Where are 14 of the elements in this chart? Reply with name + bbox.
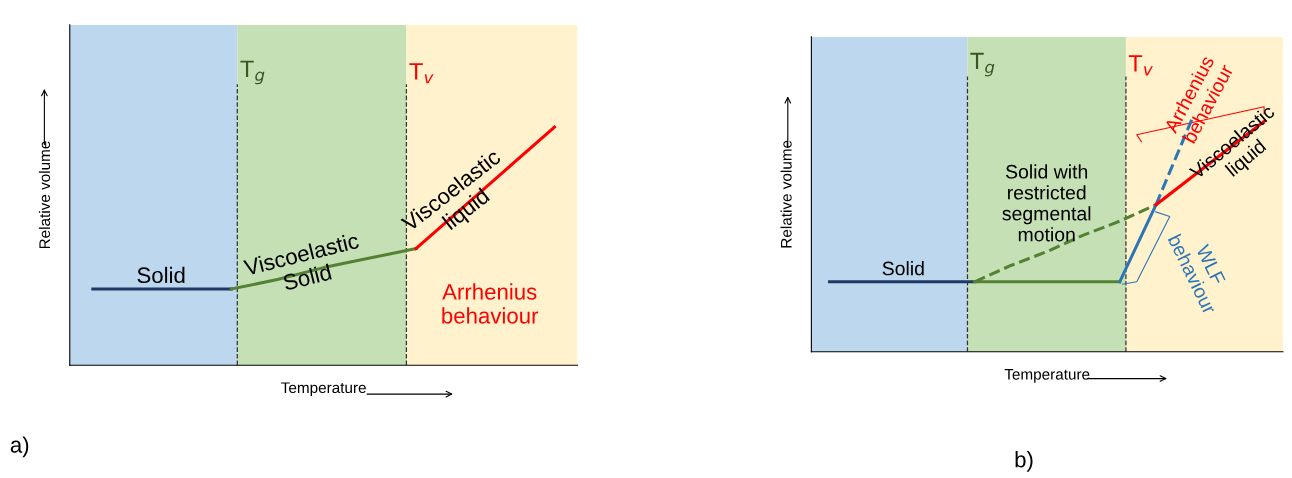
text: T$_{v}$ — [409, 63, 434, 84]
text: T$_{v}$ — [1128, 55, 1153, 76]
text: T$_{g}$ — [240, 60, 265, 85]
y-axis-title: Relative volume — [38, 141, 51, 249]
annotation: Arrhenius behaviour — [442, 283, 539, 324]
text: T$_{g}$ — [970, 52, 995, 77]
annotation: Solid — [882, 261, 924, 276]
text: a) — [10, 436, 29, 458]
text: b) — [1015, 451, 1033, 472]
annotation: Solid with restricted segmental motion — [1002, 164, 1091, 242]
x-axis-title: Temperature — [281, 382, 366, 397]
y-axis-title: Relative volume — [780, 140, 792, 248]
x-axis-title: Temperature — [1004, 369, 1090, 383]
annotation: Solid — [137, 266, 185, 284]
